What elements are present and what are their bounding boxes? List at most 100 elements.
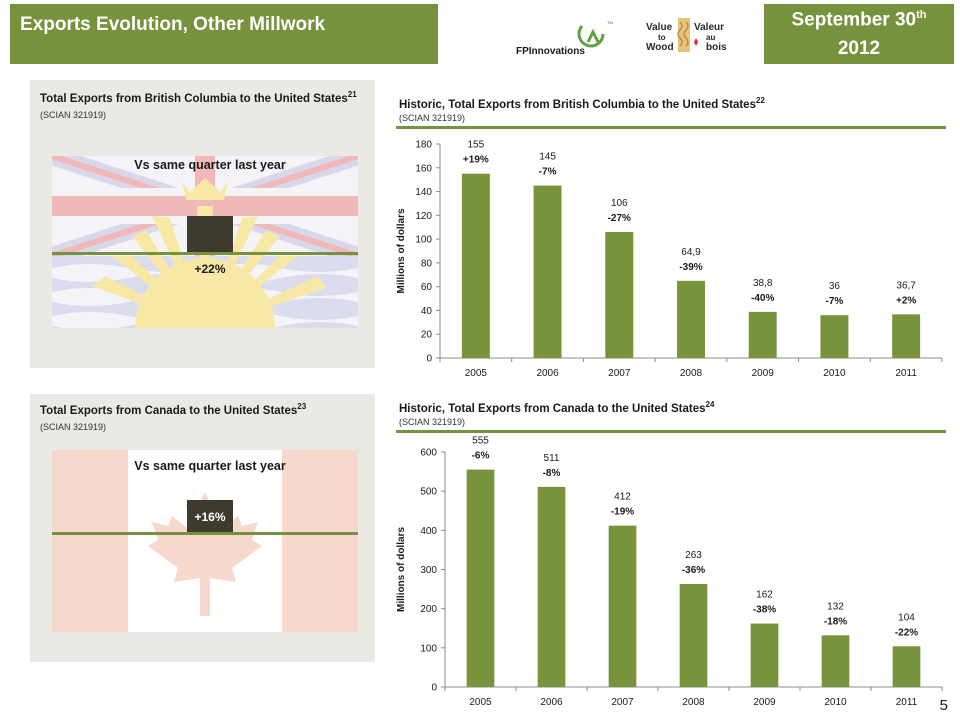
bar-value-label: 412 (614, 492, 631, 503)
x-tick-label: 2008 (682, 697, 705, 708)
canada-flag-band-right (282, 450, 358, 632)
x-tick-label: 2009 (752, 368, 775, 379)
bar (820, 315, 849, 358)
x-tick-label: 2007 (611, 697, 634, 708)
y-tick-label: 500 (420, 487, 437, 498)
bar-change-label: -7% (539, 167, 557, 178)
date-line1: September 30th (764, 9, 954, 31)
bc-flag (52, 156, 358, 328)
wood-grain-line-icon (677, 21, 683, 47)
bar-change-label: -8% (543, 468, 561, 479)
bar-value-label: 263 (685, 550, 702, 561)
y-axis-label: Millions of dollars (396, 527, 407, 612)
canada-flag (52, 450, 358, 632)
canada-panel-sub: (SCIAN 321919) (40, 421, 107, 432)
bar-change-label: -19% (611, 507, 634, 518)
bc-panel-title-text: Total Exports from British Columbia to t… (40, 92, 348, 105)
y-axis-label: Millions of dollars (396, 208, 407, 293)
bar-change-label: -39% (679, 262, 702, 273)
crown-icon (182, 178, 228, 200)
bar (533, 185, 562, 358)
bar (821, 635, 850, 687)
y-tick-label: 0 (426, 354, 432, 365)
bar-change-label: -18% (824, 616, 847, 627)
x-tick-label: 2007 (608, 368, 631, 379)
bar-value-label: 38,8 (753, 278, 773, 289)
x-tick-label: 2009 (753, 697, 776, 708)
bar (892, 314, 921, 358)
chart2-title: Historic, Total Exports from Canada to t… (399, 400, 714, 415)
bar-value-label: 555 (472, 436, 489, 447)
canada-change-indicator (187, 500, 233, 532)
y-tick-label: 160 (415, 163, 432, 174)
x-tick-label: 2011 (895, 368, 917, 379)
maple-leaf-icon (694, 38, 698, 46)
bar-value-label: 145 (539, 152, 556, 163)
sun-disc-icon (135, 258, 275, 328)
page-title: Exports Evolution, Other Millwork (20, 14, 326, 35)
bc-change-indicator (187, 216, 233, 252)
chart1-title-text: Historic, Total Exports from British Col… (399, 98, 756, 111)
bc-flag-graphic (52, 156, 358, 328)
bc-panel-footnote: 21 (347, 90, 357, 99)
vtw-line3: Wood (646, 42, 674, 53)
bc-change-label: +22% (194, 262, 226, 276)
bar-change-label: -40% (751, 293, 774, 304)
bar (466, 469, 495, 687)
canada-vs-label: Vs same quarter last year (134, 459, 286, 473)
bar-value-label: 132 (827, 601, 844, 612)
bar-change-label: -7% (826, 296, 844, 307)
chart2-footnote: 24 (705, 400, 715, 409)
bar (608, 525, 637, 687)
date-month-day: September 30 (791, 9, 917, 31)
y-tick-label: 100 (415, 235, 432, 246)
bar (677, 280, 705, 358)
bar (605, 231, 634, 358)
vab-line3: bois (706, 42, 727, 53)
y-tick-label: 140 (415, 187, 432, 198)
fpinnovations-logo: FPInnovations TM (516, 20, 613, 57)
x-tick-label: 2006 (536, 368, 559, 379)
y-tick-label: 100 (420, 643, 437, 654)
bar-change-label: -27% (608, 213, 631, 224)
x-tick-label: 2006 (540, 697, 563, 708)
bar-value-label: 106 (611, 198, 628, 209)
bar (748, 311, 777, 358)
bc-vs-label: Vs same quarter last year (134, 158, 286, 172)
x-tick-label: 2008 (680, 368, 703, 379)
trademark-mark: TM (607, 20, 613, 25)
x-tick-label: 2010 (824, 697, 847, 708)
fpinnovations-swirl-icon (577, 25, 605, 48)
y-tick-label: 0 (431, 683, 437, 694)
x-tick-label: 2005 (465, 368, 488, 379)
bar (461, 173, 490, 358)
vtw-line1: Value (646, 22, 673, 33)
page-number: 5 (939, 697, 948, 714)
chart2-rule (396, 430, 946, 433)
canada-flag-band-left (52, 450, 128, 632)
canada-change-label: +16% (194, 510, 226, 524)
fpinnovations-wordmark: FPInnovations (516, 46, 585, 57)
bc-panel-sub: (SCIAN 321919) (40, 109, 107, 120)
bar-change-label: +2% (896, 295, 916, 306)
y-tick-label: 120 (415, 211, 432, 222)
bar-value-label: 511 (544, 453, 560, 464)
canada-baseline (52, 532, 358, 535)
y-tick-label: 400 (420, 526, 437, 537)
bar (537, 486, 566, 687)
y-tick-label: 80 (421, 258, 433, 269)
canada-flag-graphic (52, 450, 358, 632)
y-tick-label: 40 (421, 306, 433, 317)
bar-value-label: 162 (756, 590, 773, 601)
chart1-title: Historic, Total Exports from British Col… (399, 96, 765, 111)
vtw-line2: to (658, 33, 666, 42)
y-tick-label: 300 (420, 565, 437, 576)
logos: FPInnovations TM Value to Wood Valeur au… (500, 12, 760, 62)
bar-change-label: -36% (682, 565, 705, 576)
bar (679, 583, 708, 687)
wood-grain-line-icon (683, 21, 689, 47)
x-tick-label: 2011 (896, 697, 918, 708)
bar-change-label: -22% (895, 627, 918, 638)
chart1-subtitle: (SCIAN 321919) (399, 113, 466, 123)
maple-leaf-icon (148, 492, 262, 616)
